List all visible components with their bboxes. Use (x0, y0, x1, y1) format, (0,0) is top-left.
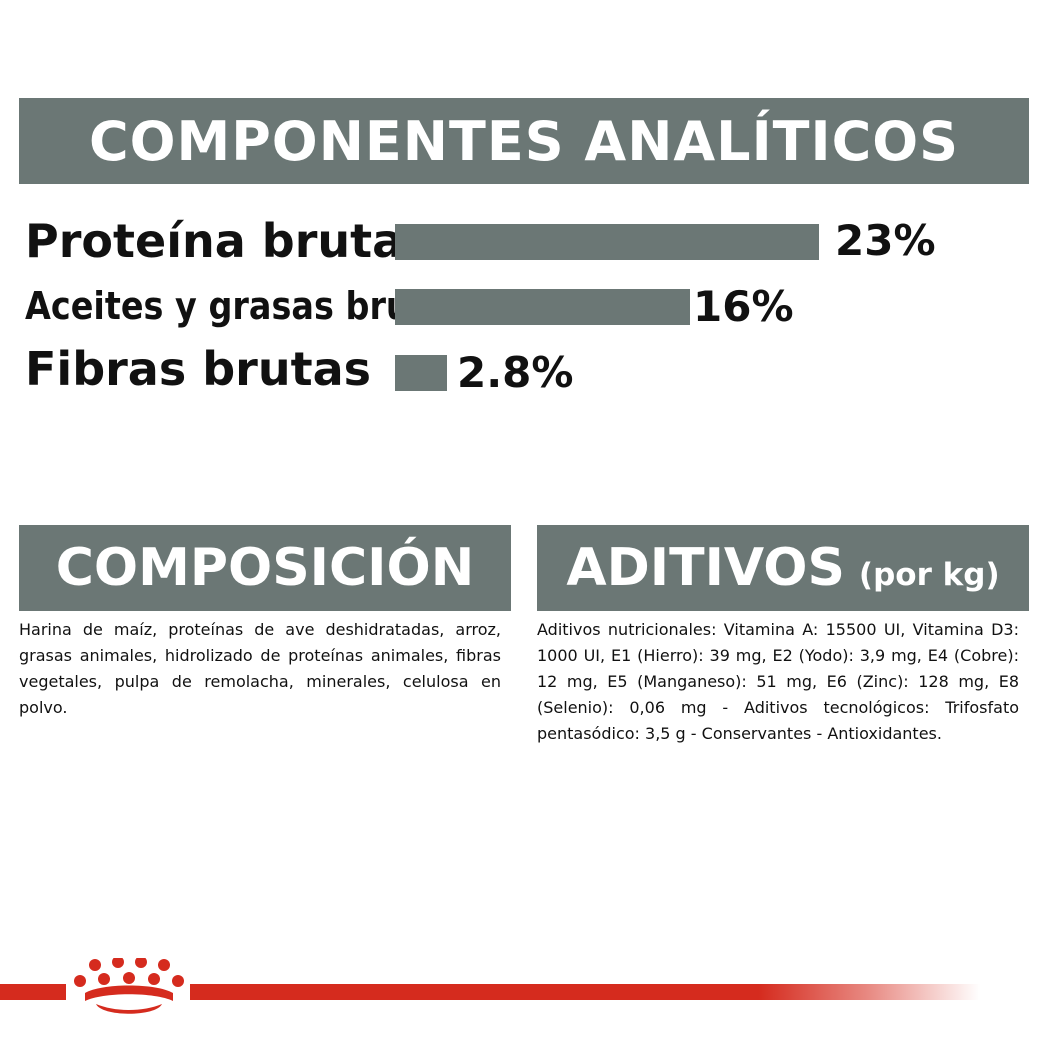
analytical-components-title: COMPONENTES ANALÍTICOS (88, 109, 960, 173)
fat-value: 16% (693, 282, 794, 331)
brand-line-left (0, 984, 66, 1000)
fiber-value: 2.8% (457, 348, 574, 397)
fiber-label: Fibras brutas (25, 342, 372, 396)
composition-title: COMPOSICIÓN (55, 538, 475, 598)
crown-logo-icon (74, 958, 184, 1014)
additives-unit: (por kg) (858, 557, 1000, 593)
additives-header: ADITIVOS (por kg) (537, 525, 1029, 611)
additives-text: Aditivos nutricionales: Vitamina A: 1550… (537, 620, 1019, 743)
protein-value: 23% (835, 216, 936, 265)
composition-header: COMPOSICIÓN (19, 525, 511, 611)
fat-bar (395, 289, 690, 325)
fiber-bar (395, 355, 447, 391)
additives-title: ADITIVOS (566, 538, 845, 598)
composition-text: Harina de maíz, proteínas de ave deshidr… (19, 620, 501, 717)
fat-label: Aceites y grasas brutos (25, 284, 469, 328)
analytical-components-header: COMPONENTES ANALÍTICOS (19, 98, 1029, 184)
protein-bar (395, 224, 819, 260)
brand-line-right (190, 984, 980, 1000)
protein-label: Proteína bruta (25, 214, 404, 268)
